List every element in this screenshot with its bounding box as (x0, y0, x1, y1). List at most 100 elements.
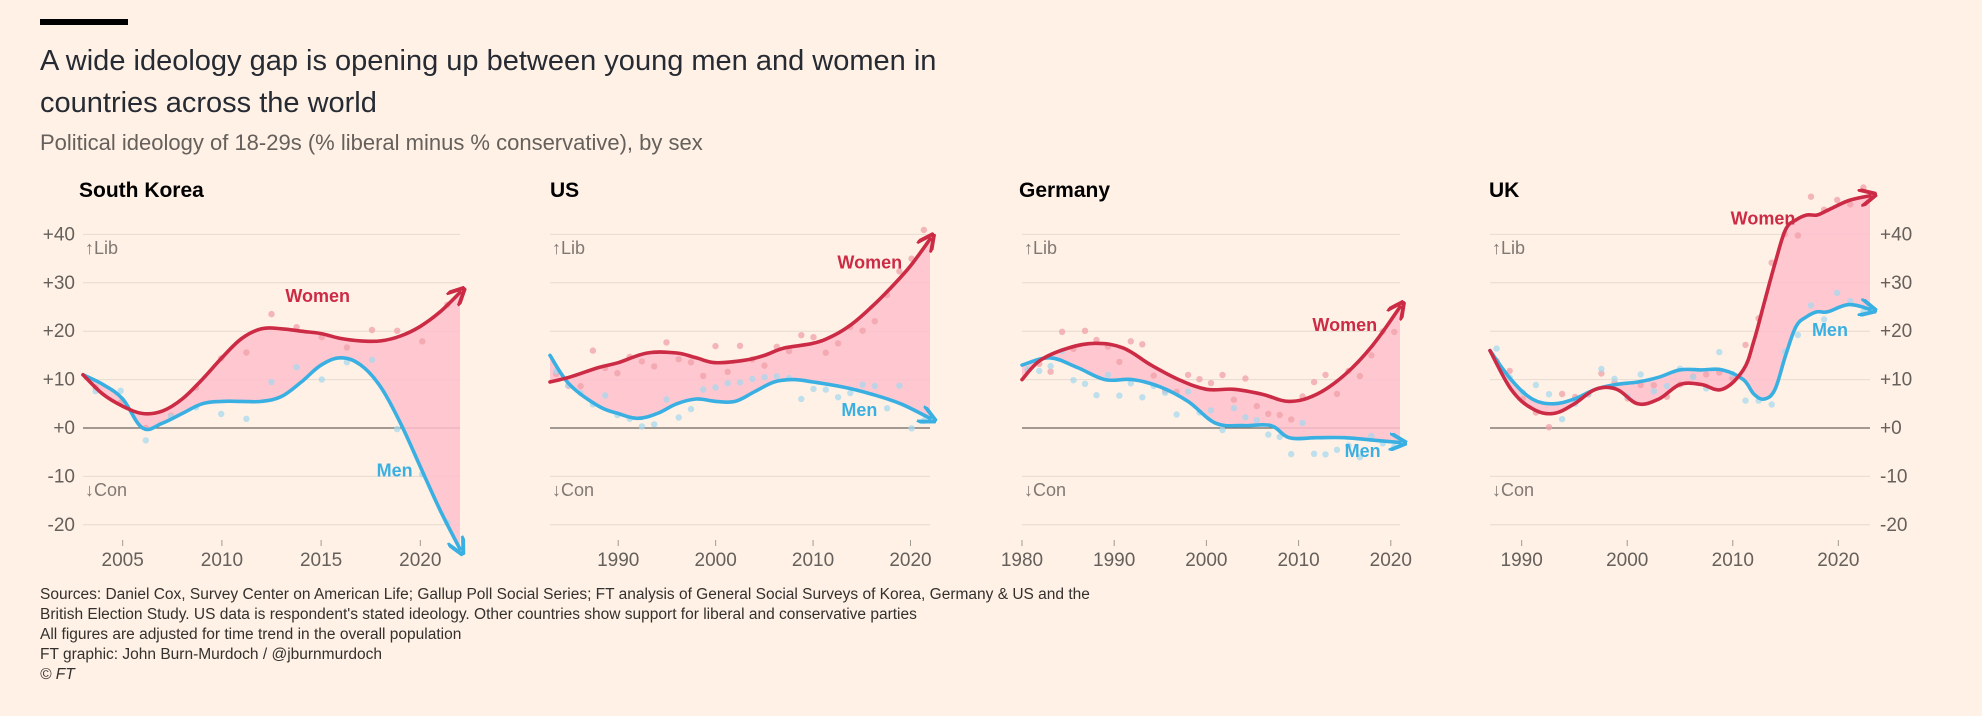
men-dot (243, 415, 250, 422)
lib-annotation: ↑Lib (1492, 238, 1525, 258)
women-label: Women (1312, 315, 1377, 335)
men-dot (687, 405, 695, 413)
women-dot (1650, 382, 1658, 389)
women-dot (419, 338, 426, 345)
women-dot (724, 368, 731, 375)
men-dot (368, 356, 376, 363)
men-dot (847, 389, 854, 397)
x-tick-label: 1990 (597, 550, 639, 571)
women-dot (1847, 201, 1854, 208)
y-tick-label: +40 (43, 224, 75, 245)
lib-annotation: ↑Lib (85, 238, 118, 258)
women-dot (1081, 327, 1089, 334)
men-dot (1253, 417, 1261, 424)
y-tick-label: -10 (1880, 466, 1907, 487)
men-dot (1288, 450, 1295, 458)
women-dot (1219, 371, 1226, 379)
women-dot (1242, 375, 1249, 382)
women-dot (834, 340, 842, 347)
men-dot (1545, 391, 1553, 398)
x-tick-label: 2020 (889, 550, 931, 571)
chart-title: A wide ideology gap is opening up betwee… (40, 45, 937, 119)
men-dot (736, 379, 744, 386)
women-dot (651, 363, 658, 370)
men-dot (1345, 442, 1352, 449)
men-dot (1070, 377, 1077, 384)
x-tick-label: 2000 (1606, 550, 1648, 571)
women-dot (1742, 341, 1749, 349)
women-dot (1127, 338, 1135, 345)
men-dot (810, 385, 817, 393)
women-dot (1139, 341, 1146, 348)
footer: Sources: Daniel Cox, Survey Center on Am… (40, 585, 1240, 685)
panel-title: Germany (1019, 179, 1110, 202)
men-dot (1116, 392, 1123, 399)
men-dot (1650, 388, 1658, 395)
y-tick-label: +30 (1880, 273, 1912, 294)
men-dot (1820, 316, 1828, 323)
men-dot (1807, 302, 1815, 309)
x-tick-label: 2010 (792, 550, 834, 571)
women-dot (700, 372, 707, 380)
x-tick-label: 2000 (695, 550, 737, 571)
women-dot (896, 268, 903, 275)
men-dot (1230, 404, 1238, 412)
ft-top-rule (40, 19, 128, 25)
women-dot (1391, 328, 1398, 336)
con-annotation: ↓Con (552, 480, 594, 500)
women-dot (1834, 196, 1841, 204)
men-dot (1219, 426, 1226, 434)
men-dot (1834, 289, 1841, 296)
men-dot (1742, 397, 1749, 404)
panel-title: UK (1489, 179, 1519, 202)
women-dot (1230, 396, 1238, 403)
panel-south-korea: +40 +30 +20 +10 +0 -10 -20 South Korea ↑Lib ↓Con W… (43, 179, 460, 571)
x-tick-label: 1990 (1093, 550, 1135, 571)
men-dot (268, 378, 275, 386)
women-dot (1794, 232, 1802, 239)
women-dot (810, 334, 817, 341)
y-tick-label: -20 (1880, 515, 1907, 536)
men-dot (700, 386, 707, 393)
women-label: Women (285, 286, 350, 306)
women-dot (1150, 372, 1157, 379)
men-dot (663, 396, 670, 403)
gap-area (1490, 195, 1870, 414)
men-dot (724, 380, 731, 387)
women-dot (1265, 410, 1272, 417)
men-dot (908, 425, 915, 432)
men-dot (1207, 407, 1215, 414)
men-label: Men (1345, 441, 1381, 461)
men-dot (1333, 446, 1341, 453)
women-dot (712, 342, 719, 350)
men-dot (1689, 373, 1697, 381)
men-dot (761, 374, 768, 381)
x-tick-label: 2000 (1185, 550, 1227, 571)
gap-area (550, 239, 930, 419)
men-dot (834, 394, 842, 401)
women-line (548, 239, 930, 384)
lib-annotation: ↑Lib (1024, 238, 1057, 258)
men-dot (1663, 382, 1671, 390)
y-tick-label: +20 (43, 321, 75, 342)
women-dot (1356, 372, 1364, 380)
x-tick-label: 2005 (102, 550, 144, 571)
men-dot (1242, 414, 1249, 421)
men-dot (1310, 450, 1318, 457)
men-dot (675, 414, 682, 421)
men-dot (1127, 380, 1135, 387)
ideology-gap-chart: +40 +30 +20 +10 +0 -10 -20 South Korea ↑Lib ↓Con W… (43, 179, 1912, 571)
men-dot (1794, 331, 1802, 339)
men-dot (638, 423, 646, 430)
x-tick-label: 2010 (201, 550, 243, 571)
women-dot (761, 362, 768, 369)
men-dot (651, 421, 658, 428)
men-dot (1093, 392, 1100, 399)
men-dot (822, 386, 829, 393)
men-dot (1368, 432, 1375, 440)
women-dot (343, 344, 351, 351)
women-dot (394, 327, 401, 334)
x-tick-label: 2010 (1277, 550, 1319, 571)
x-tick-label: 2010 (1712, 550, 1754, 571)
men-dot (1104, 371, 1112, 378)
